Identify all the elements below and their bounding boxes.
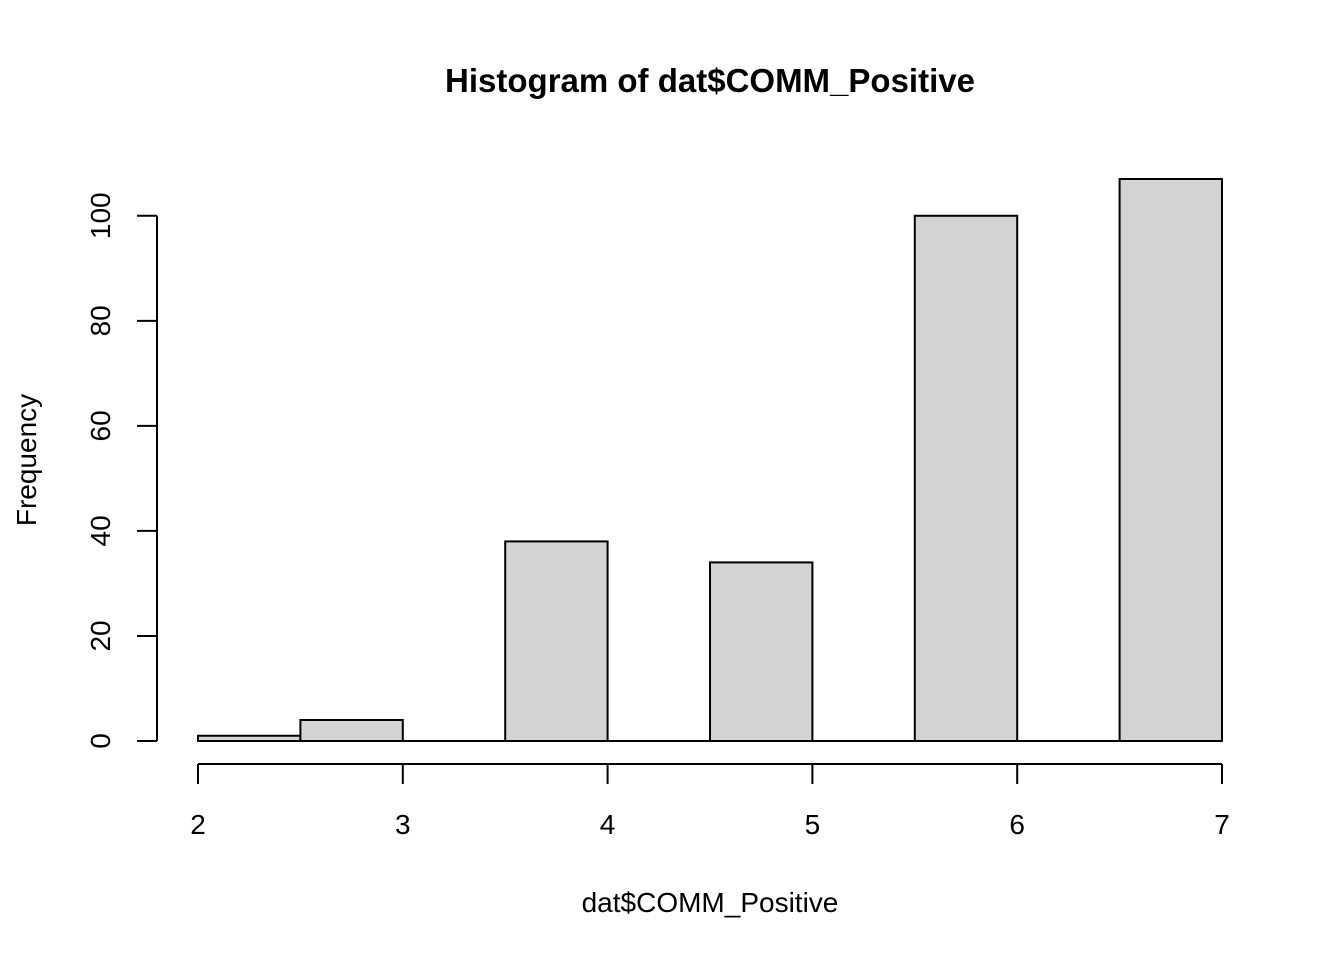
chart-title: Histogram of dat$COMM_Positive bbox=[445, 62, 975, 99]
histogram-bar-1 bbox=[299, 718, 404, 743]
x-tick-label-2: 4 bbox=[600, 809, 616, 840]
histogram-bar-0 bbox=[197, 734, 302, 743]
y-axis-label: Frequency bbox=[11, 394, 42, 526]
x-axis-label: dat$COMM_Positive bbox=[582, 887, 839, 918]
histogram-bar-7 bbox=[913, 214, 1019, 742]
x-tick-label-3: 5 bbox=[805, 809, 821, 840]
y-axis: 0 20 40 60 80 100 bbox=[85, 192, 158, 749]
y-tick-label-2: 40 bbox=[85, 515, 116, 546]
histogram-bar-5 bbox=[709, 561, 814, 742]
x-tick-label-1: 3 bbox=[395, 809, 411, 840]
x-tick-label-4: 6 bbox=[1009, 809, 1025, 840]
histogram-bar-9 bbox=[1118, 178, 1223, 742]
y-tick-label-5: 100 bbox=[85, 192, 116, 239]
x-axis: 2 3 4 5 6 7 bbox=[190, 763, 1230, 840]
y-tick-label-4: 80 bbox=[85, 305, 116, 336]
y-tick-label-3: 60 bbox=[85, 410, 116, 441]
x-tick-label-5: 7 bbox=[1214, 809, 1230, 840]
bars-group bbox=[197, 178, 1223, 743]
y-tick-label-0: 0 bbox=[85, 733, 116, 749]
x-tick-label-0: 2 bbox=[190, 809, 206, 840]
y-tick-label-1: 20 bbox=[85, 620, 116, 651]
histogram-bar-3 bbox=[504, 540, 609, 742]
